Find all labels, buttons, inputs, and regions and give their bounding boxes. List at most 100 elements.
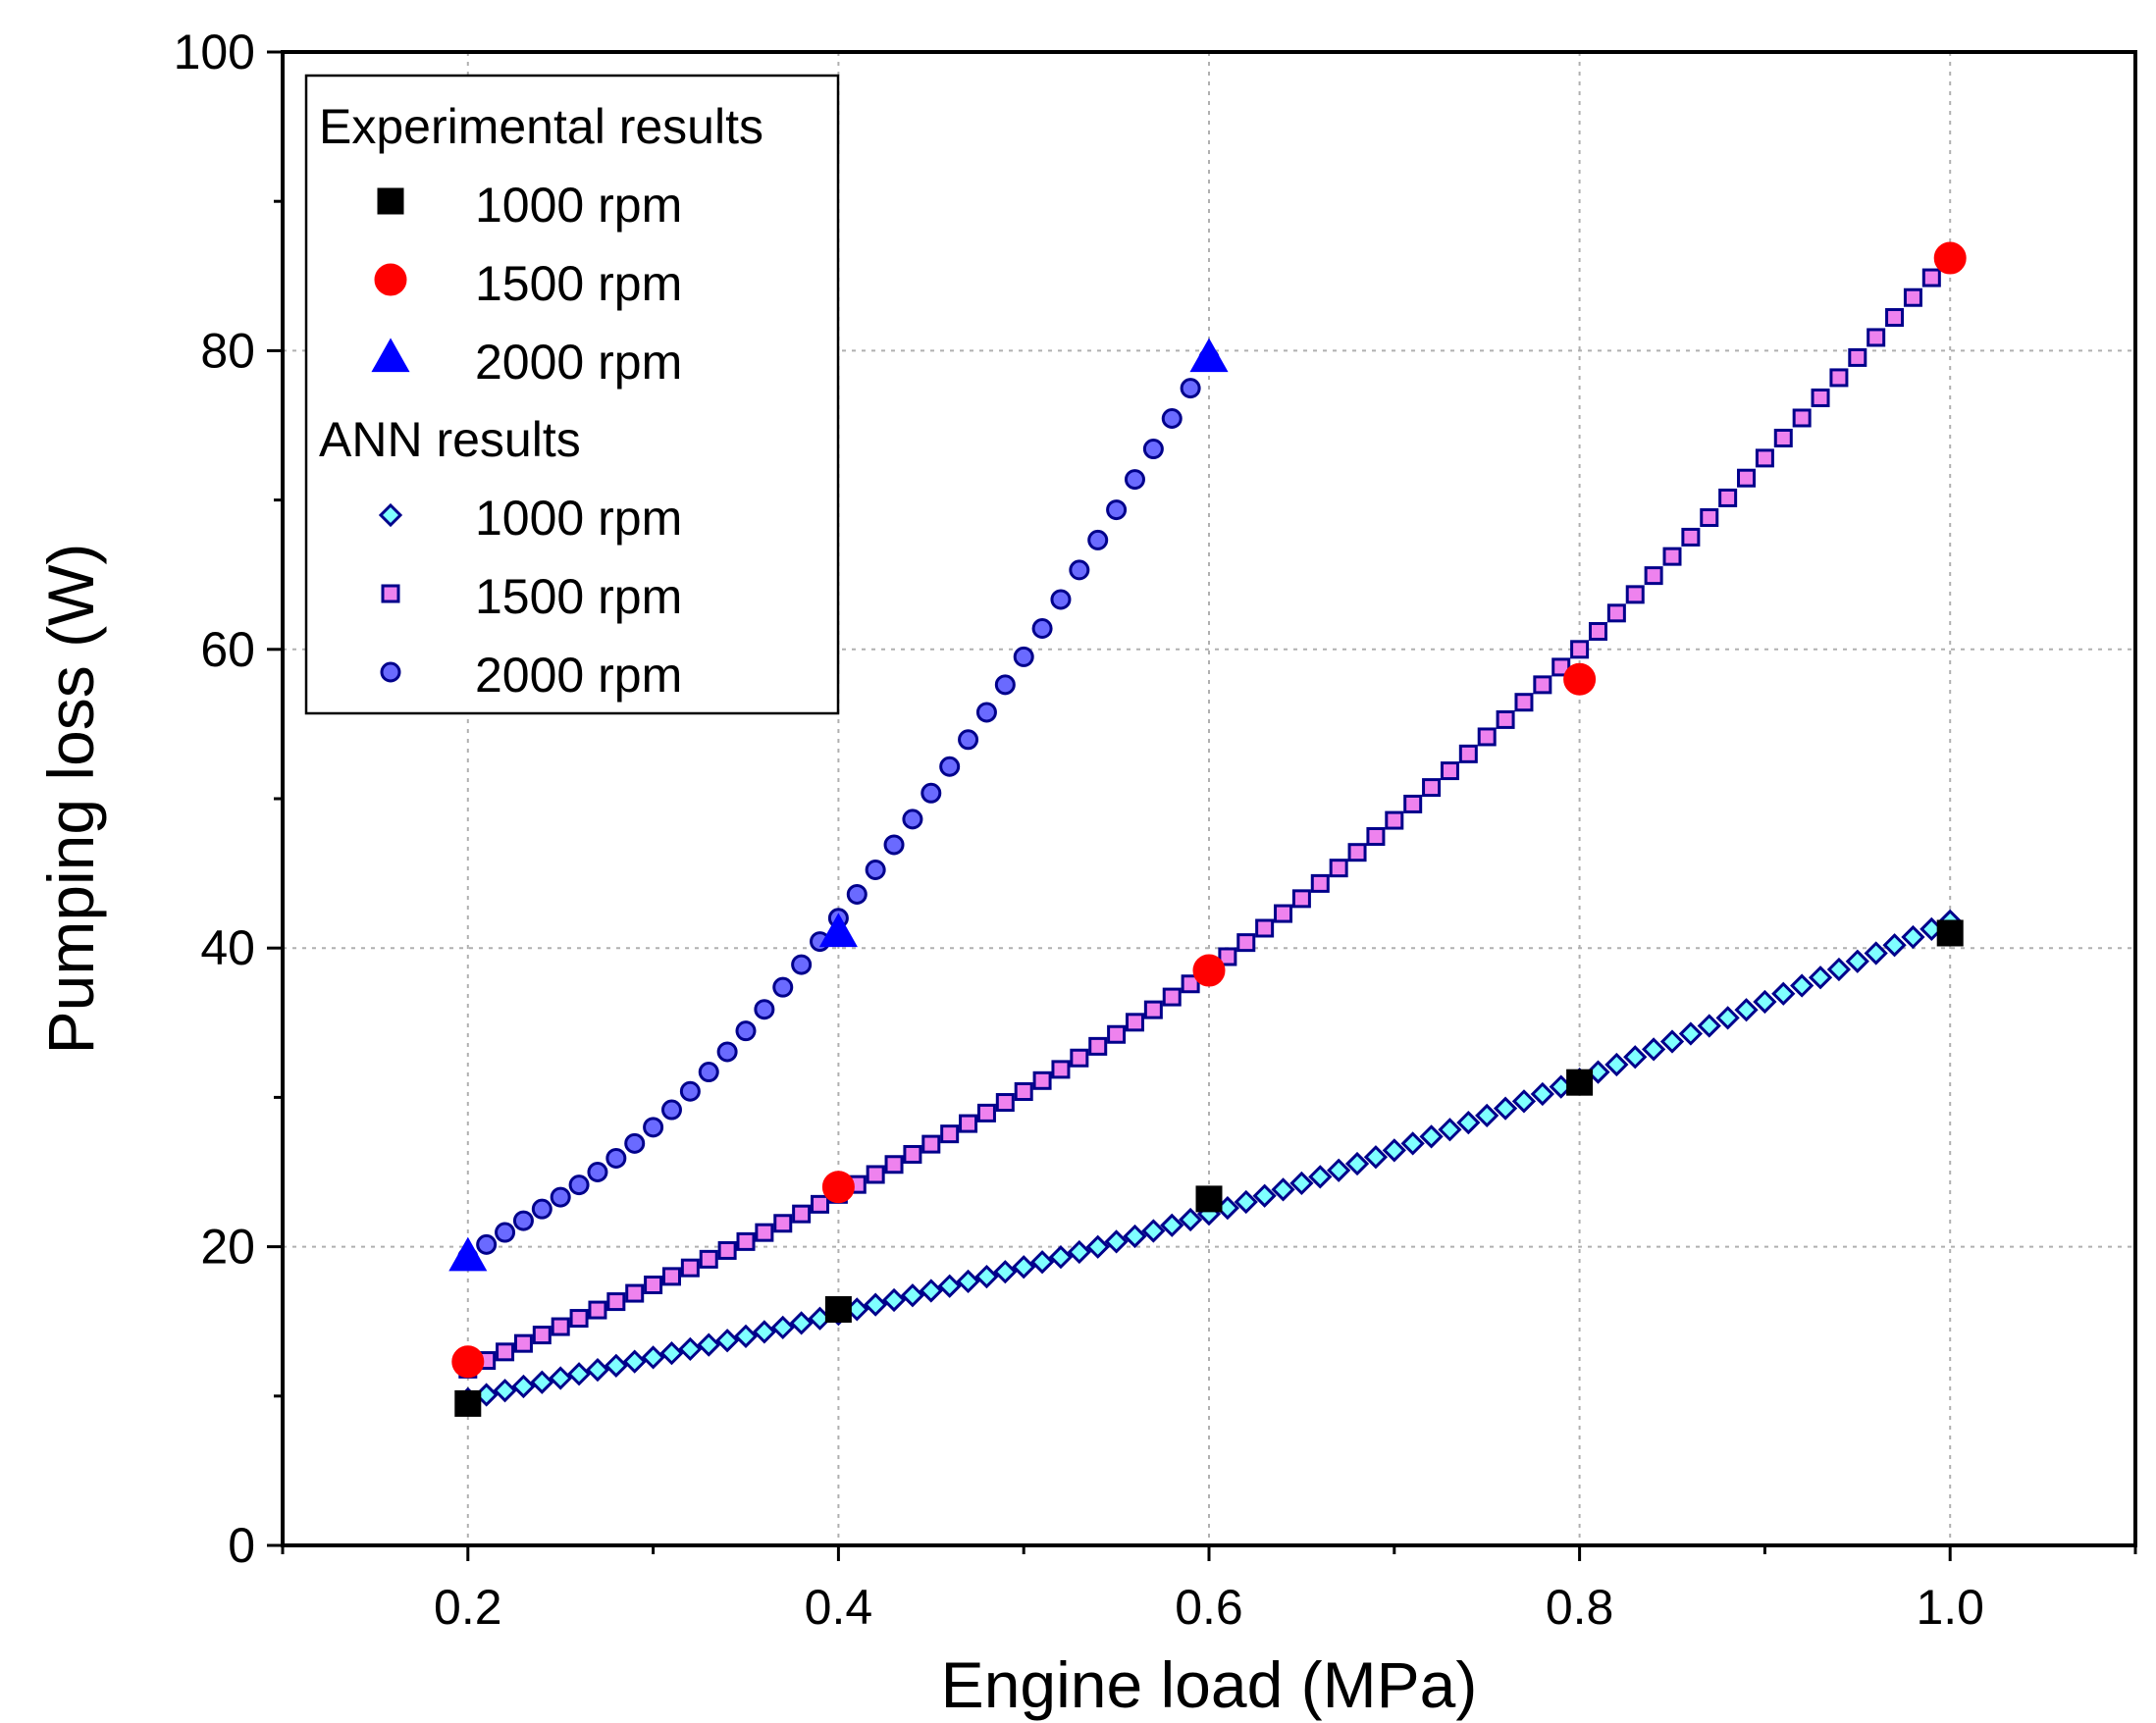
ann-point: [1236, 933, 1256, 953]
legend-experimental-1000-label: 1000 rpm: [475, 178, 682, 233]
ann-point: [1123, 1224, 1147, 1249]
ann-point: [754, 999, 775, 1020]
experimental-point: [454, 1389, 482, 1417]
ann-point: [792, 1204, 812, 1224]
ann-point: [1032, 1070, 1052, 1090]
ann-point: [770, 1315, 795, 1340]
ann-point: [606, 1292, 626, 1312]
ann-point: [1051, 1060, 1071, 1079]
ann-point: [624, 1132, 646, 1154]
ann-point: [920, 782, 942, 804]
x-tick-label: 0.8: [1546, 1580, 1614, 1635]
ann-point: [1771, 981, 1796, 1006]
ann-point: [956, 1269, 980, 1294]
ann-point: [1363, 1145, 1389, 1170]
experimental-series-layer: [448, 241, 1967, 1417]
ann-point: [1530, 1081, 1554, 1107]
ann-point: [1107, 1024, 1127, 1044]
x-tick-label: 0.4: [805, 1580, 873, 1635]
ann-point: [1327, 1158, 1351, 1182]
ann-point: [1067, 1239, 1091, 1265]
experimental-point: [1192, 954, 1226, 987]
ann-point: [1845, 949, 1869, 973]
ann-point: [865, 860, 886, 881]
ann-point: [902, 809, 923, 830]
ann-series-layer: [455, 248, 1963, 1411]
ann-point: [1514, 693, 1534, 712]
ann-point: [1734, 998, 1759, 1022]
x-tick-label: 1.0: [1916, 1580, 1984, 1635]
ann-point: [866, 1165, 885, 1184]
ann-point: [644, 1276, 663, 1295]
ann-point: [1422, 778, 1442, 798]
experimental-point: [821, 1171, 855, 1204]
ann-point: [1625, 585, 1645, 604]
ann-point: [1586, 1060, 1610, 1084]
experimental-point: [448, 1236, 488, 1272]
ann-point: [864, 1292, 888, 1317]
ann-point: [1329, 859, 1348, 878]
ann-point: [549, 1366, 573, 1390]
ann-point: [641, 1345, 665, 1370]
ann-point: [1456, 1111, 1481, 1135]
ann-point: [1737, 468, 1757, 488]
ann-point: [1901, 924, 1925, 950]
legend-box: [304, 74, 840, 715]
y-axis-title: Pumping loss (W): [34, 544, 107, 1055]
ann-point: [1178, 1207, 1203, 1232]
ann-point: [1180, 378, 1201, 399]
ann-point: [1181, 974, 1200, 994]
ann-point: [1310, 873, 1330, 893]
ann-point: [1662, 547, 1682, 566]
experimental-point: [1566, 1069, 1594, 1096]
ann-point: [476, 1233, 498, 1255]
ann-point: [698, 1062, 719, 1083]
experimental-point: [1195, 1185, 1223, 1213]
ann-point: [1644, 566, 1663, 586]
legend-ann-2000-label: 2000 rpm: [475, 648, 682, 703]
ann-point: [1085, 1234, 1110, 1259]
ann-point: [1588, 621, 1607, 641]
ann-point: [1903, 287, 1922, 307]
ann-point: [881, 1287, 907, 1313]
y-tick-label: 0: [228, 1518, 255, 1573]
ann-point: [493, 1379, 517, 1403]
ann-point: [660, 1099, 682, 1121]
ann-point: [1141, 1219, 1166, 1243]
ann-point: [1458, 744, 1478, 763]
ann-point: [1385, 810, 1404, 830]
ann-point: [1252, 1183, 1277, 1208]
ann-point: [1029, 1250, 1055, 1275]
ann-point: [791, 954, 813, 975]
legend-ann-1000-label: 1000 rpm: [475, 491, 682, 546]
ann-point: [697, 1332, 721, 1357]
ann-point: [1755, 448, 1774, 468]
ann-point: [496, 1342, 515, 1362]
ann-point: [752, 1320, 777, 1344]
ann-point: [1124, 469, 1145, 491]
axes: 0 20 40 60 80 100 0.2 0.4 0.6 0.8 1.0: [174, 25, 2137, 1635]
ann-point: [975, 702, 997, 723]
ann-point: [773, 1214, 793, 1233]
ann-point: [604, 1353, 628, 1378]
ann-point: [551, 1317, 570, 1336]
ann-point: [940, 1124, 960, 1144]
ann-point: [1829, 368, 1849, 388]
ann-point: [755, 1223, 774, 1242]
ann-point: [1291, 889, 1311, 909]
ann-point: [1790, 973, 1814, 998]
ann-point: [1125, 1013, 1144, 1032]
ann-point: [939, 756, 961, 777]
legend-ann-1500-label: 1500 rpm: [475, 569, 682, 624]
ann-point: [605, 1147, 627, 1169]
ann-point: [958, 729, 979, 751]
experimental-point: [1189, 338, 1229, 373]
ann-point: [919, 1279, 943, 1303]
ann-point: [1218, 947, 1237, 966]
ann-series-1500-rpm: [458, 248, 1960, 1379]
ann-point: [1419, 1124, 1444, 1149]
legend-experimental-header: Experimental results: [319, 99, 763, 154]
y-tick-label: 100: [174, 25, 255, 79]
ann-point: [566, 1362, 592, 1386]
ann-point: [1087, 529, 1109, 550]
